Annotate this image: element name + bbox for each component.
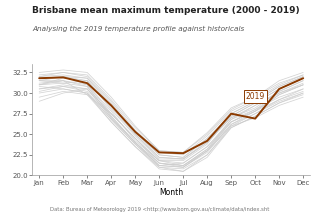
Text: Analysing the 2019 temperature profile against historicals: Analysing the 2019 temperature profile a… — [32, 26, 244, 32]
Text: Brisbane mean maximum temperature (2000 - 2019): Brisbane mean maximum temperature (2000 … — [32, 6, 300, 15]
Text: 2019: 2019 — [245, 92, 265, 101]
X-axis label: Month: Month — [159, 188, 183, 198]
Text: Data: Bureau of Meteorology 2019 <http://www.bom.gov.au/climate/data/index.sht: Data: Bureau of Meteorology 2019 <http:/… — [50, 207, 270, 212]
